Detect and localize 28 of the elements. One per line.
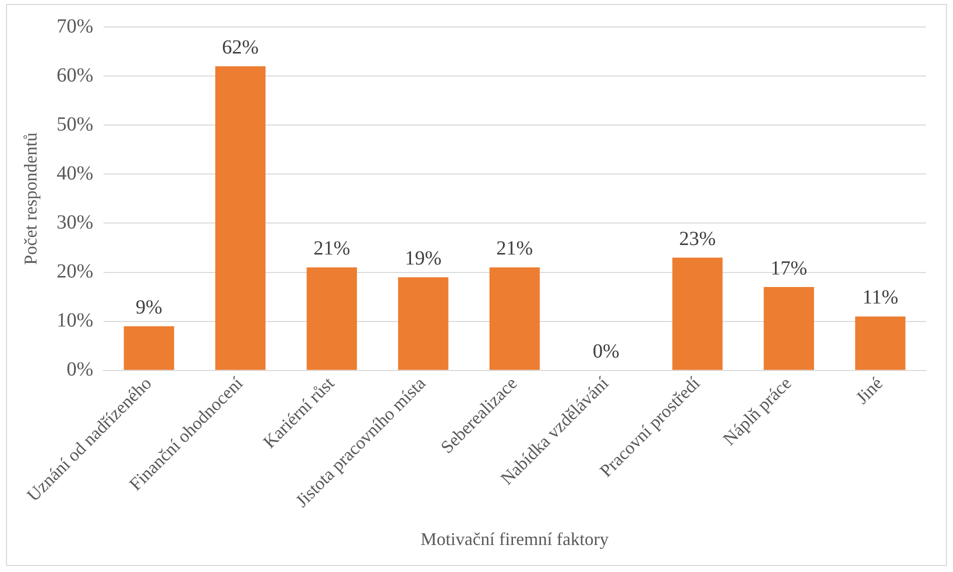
x-tick-label: Jiné (852, 373, 886, 408)
y-tick-label: 50% (56, 113, 94, 136)
y-tick-label: 60% (56, 64, 94, 86)
y-axis-title: Počet respondentů (20, 132, 41, 265)
data-label: 17% (770, 257, 808, 280)
y-tick-label: 30% (56, 211, 94, 234)
bar (124, 326, 174, 370)
y-tick-label: 70% (56, 15, 94, 38)
bar (306, 267, 357, 370)
data-label: 23% (679, 228, 716, 250)
bar (855, 316, 906, 370)
bar (215, 66, 266, 370)
data-label: 19% (404, 247, 442, 270)
data-label: 21% (496, 238, 533, 260)
y-tick-label: 0% (66, 358, 94, 381)
y-tick-label: 10% (56, 310, 94, 332)
x-axis-title: Motivační firemní faktory (420, 528, 609, 549)
bar (489, 267, 540, 370)
data-label: 9% (136, 296, 162, 318)
y-tick-label: 20% (56, 260, 94, 283)
y-tick-label: 40% (56, 162, 94, 184)
data-label: 62% (222, 36, 259, 58)
data-label: 21% (313, 238, 350, 260)
bar (398, 277, 448, 370)
data-label: 11% (862, 286, 898, 309)
data-label: 0% (592, 340, 620, 363)
bar (672, 258, 723, 370)
bar (764, 287, 814, 370)
